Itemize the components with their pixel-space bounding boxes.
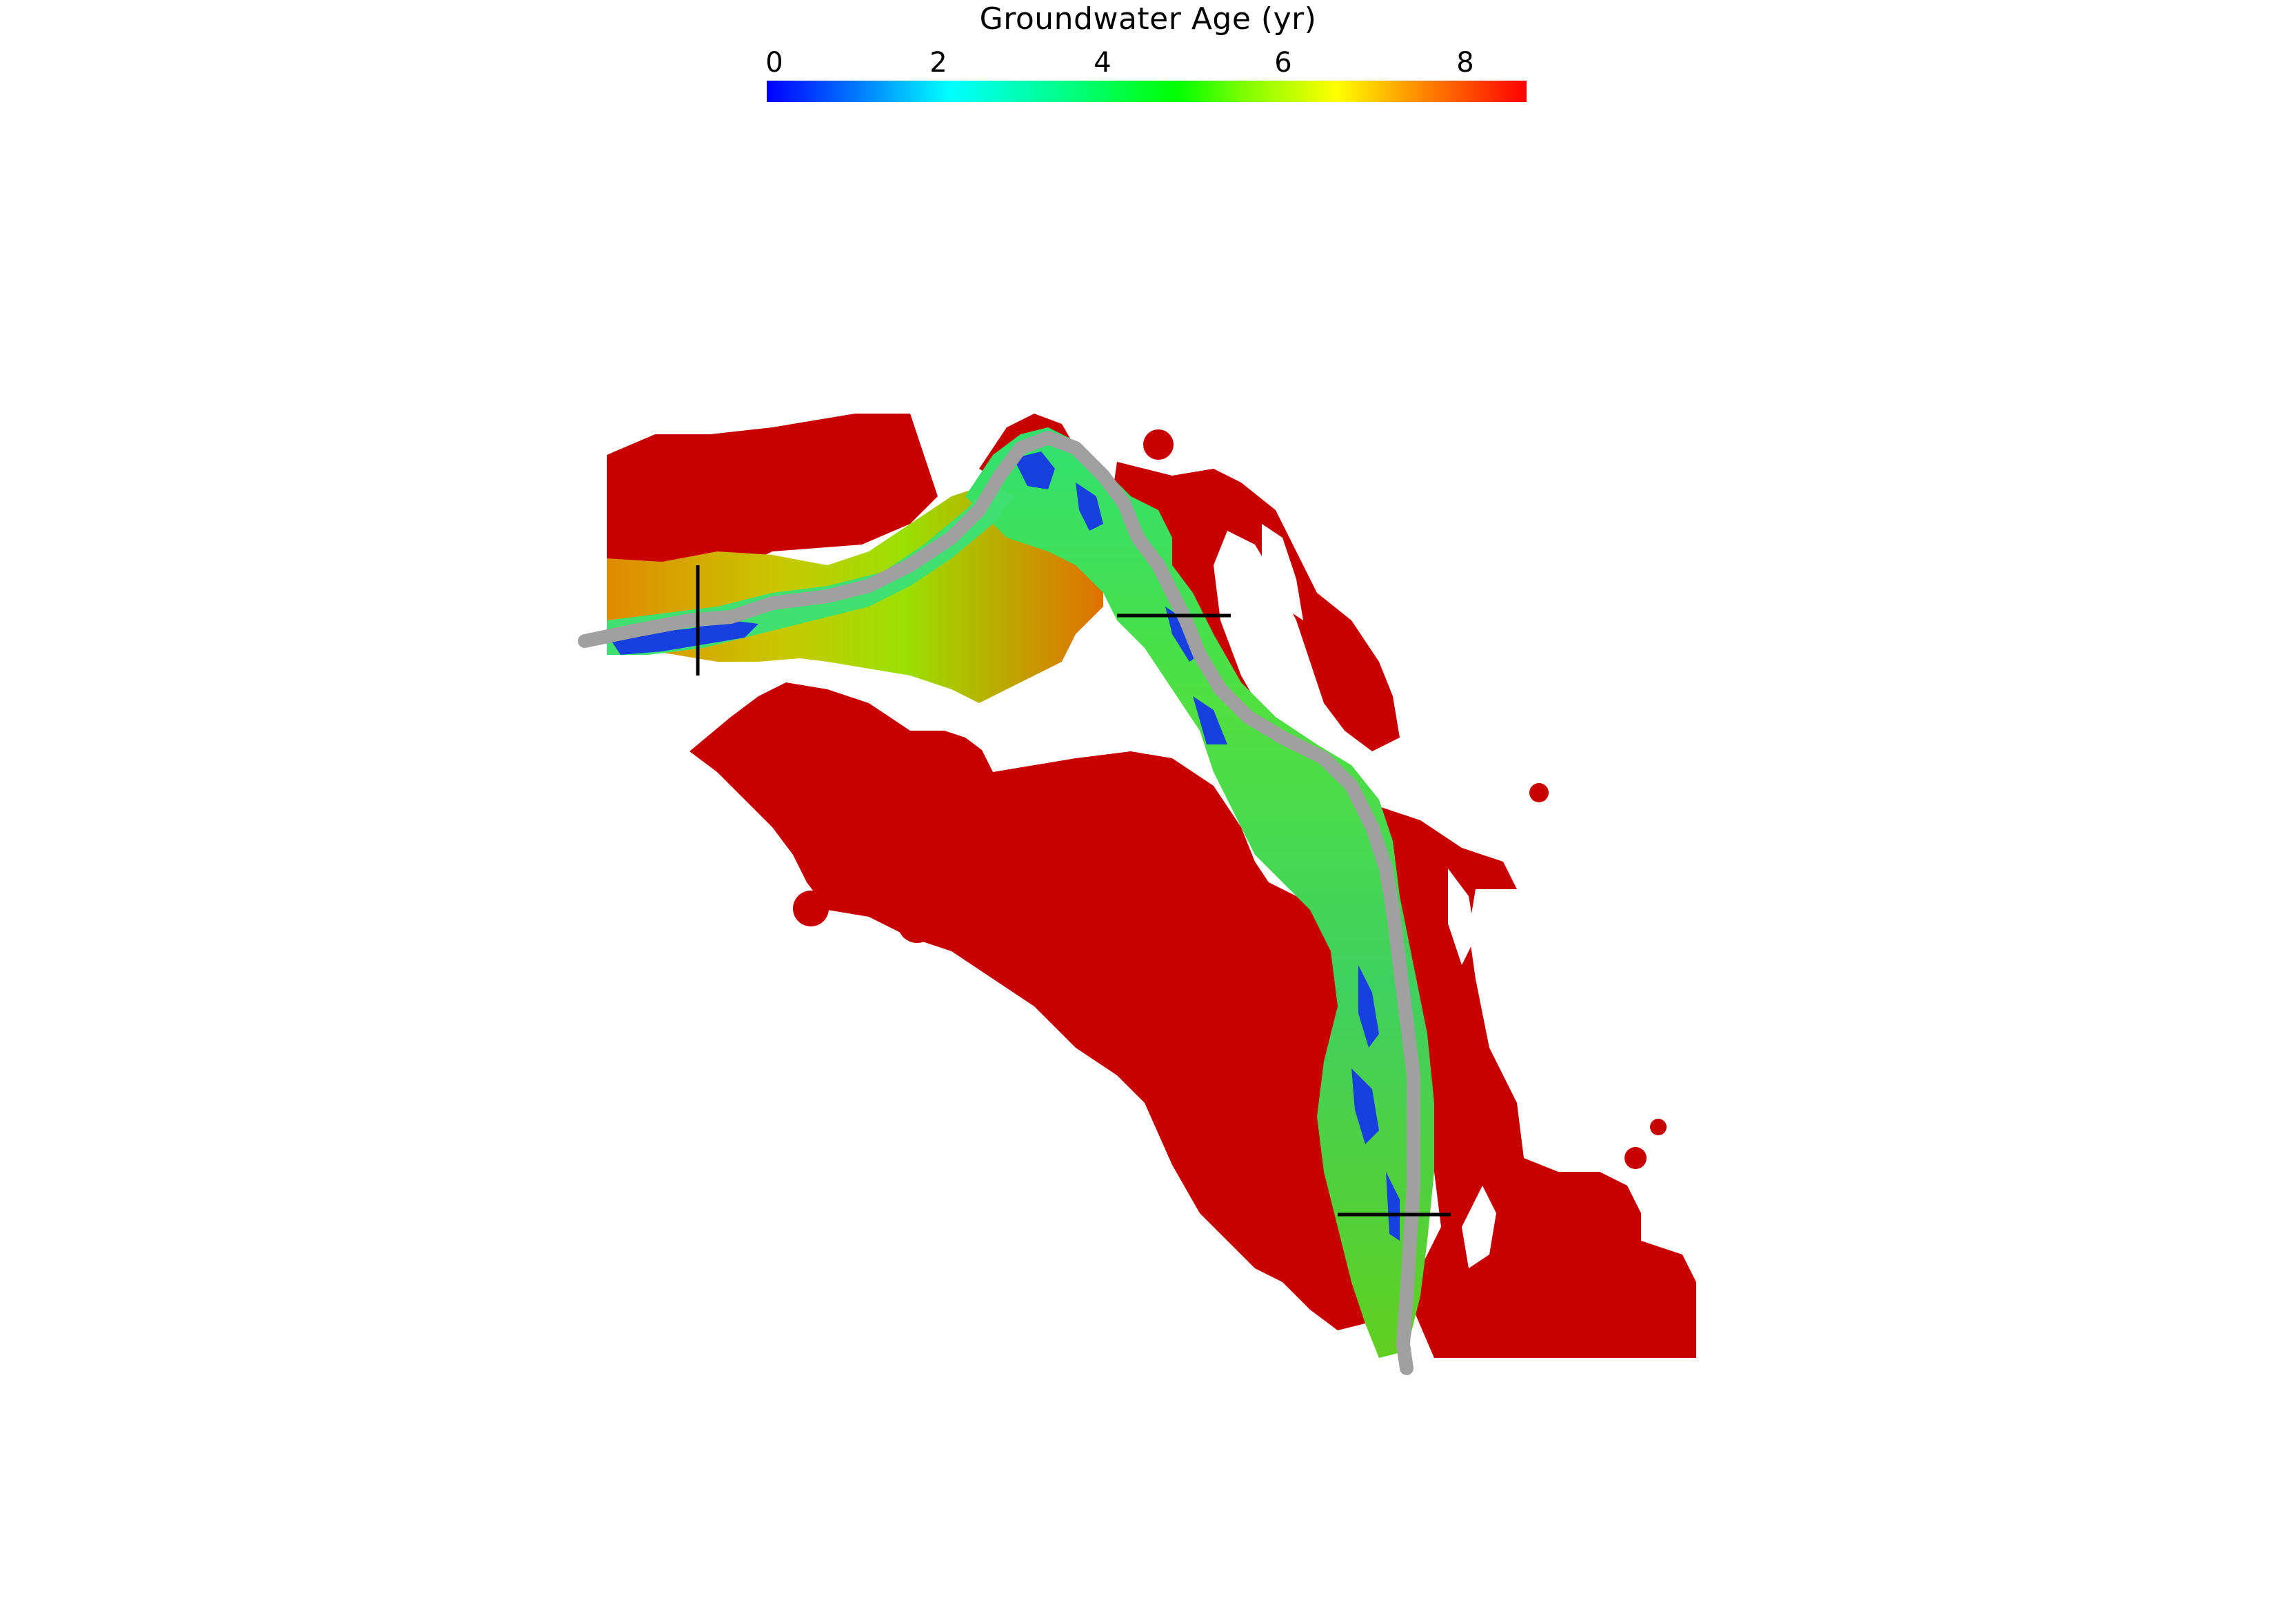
colorbar-title: Groundwater Age (yr) xyxy=(979,1,1317,37)
river-corridor-zone xyxy=(965,427,1434,1358)
river-channel xyxy=(578,431,1420,1375)
old-groundwater-region xyxy=(607,414,1696,1358)
colorbar-tick-label: 0 xyxy=(765,47,783,79)
colorbar xyxy=(767,81,1527,102)
colorbar-tick-label: 8 xyxy=(1456,47,1474,79)
colorbar-tick-label: 2 xyxy=(929,47,947,79)
colorbar-tick-label: 6 xyxy=(1274,47,1292,79)
colorbar-tick-label: 4 xyxy=(1094,47,1111,79)
western-channel-zone xyxy=(607,483,1014,655)
transect-line xyxy=(696,565,1451,1217)
domain-gap xyxy=(827,524,1496,1268)
young-groundwater-zone xyxy=(607,451,1400,1241)
